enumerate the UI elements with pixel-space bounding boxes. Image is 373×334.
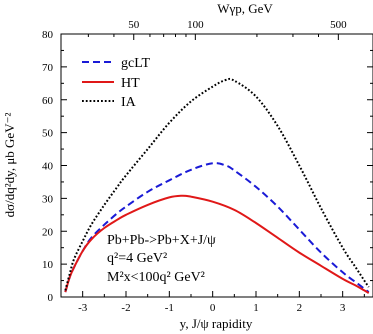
top-tick-label: 500 [330, 19, 347, 31]
y-tick-label: 30 [42, 193, 54, 205]
annotation-mx: M²x<100q² GeV² [107, 270, 205, 285]
x-tick-label: -2 [121, 302, 130, 314]
legend-label-gcLT: gcLT [121, 56, 150, 71]
x-tick-label: -3 [78, 302, 88, 314]
y-tick-label: 40 [42, 161, 54, 173]
y-tick-label: 50 [42, 128, 54, 140]
annotation-q2: q²=4 GeV² [107, 251, 167, 266]
y-tick-label: 80 [42, 29, 54, 41]
x-tick-label: -1 [165, 302, 174, 314]
x-tick-label: 2 [297, 302, 303, 314]
top-axis-title: Wγp, GeV [217, 1, 273, 16]
x-tick-label: 1 [253, 302, 259, 314]
annotation-reaction: Pb+Pb->Pb+X+J/ψ [107, 233, 216, 248]
top-tick-label: 50 [128, 19, 140, 31]
curves [64, 77, 370, 294]
legend: gcLT HT IA [82, 56, 150, 110]
curve-ia [64, 77, 370, 291]
y-tick-label: 70 [42, 62, 54, 74]
legend-label-HT: HT [121, 76, 140, 91]
y-axis-title: dσ/dq²dy, μb GeV⁻² [2, 113, 17, 218]
x-tick-label: 3 [340, 302, 346, 314]
x-axis-title: y, J/ψ rapidity [180, 316, 253, 331]
curve-gclt [64, 162, 370, 293]
top-tick-label: 100 [187, 19, 204, 31]
y-tick-label: 60 [42, 95, 54, 107]
curve-ht [64, 194, 370, 294]
y-tick-label: 10 [42, 259, 54, 271]
y-tick-label: 0 [48, 292, 54, 304]
legend-label-IA: IA [121, 95, 137, 110]
x-tick-label: 0 [210, 302, 216, 314]
y-tick-label: 20 [42, 226, 54, 238]
